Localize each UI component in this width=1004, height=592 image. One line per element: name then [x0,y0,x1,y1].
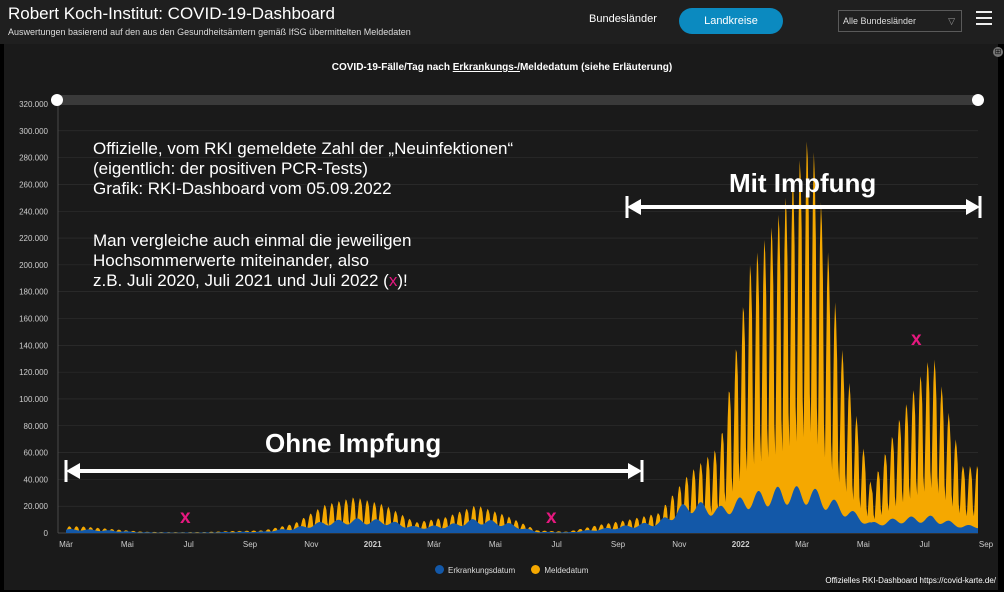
y-tick-label: 60.000 [24,449,49,458]
legend-item-reporting[interactable]: Meldedatum [531,565,588,575]
y-tick-label: 280.000 [19,154,48,163]
y-tick-label: 40.000 [24,475,49,484]
expand-icon[interactable]: ⊞ [993,47,1003,57]
annotation-line-6-pre: z.B. Juli 2020, Juli 2021 und Juli 2022 … [93,271,389,290]
x-tick-label: Jul [184,540,194,549]
x-tick-label: Mär [795,540,809,549]
annotation-line-6: z.B. Juli 2020, Juli 2021 und Juli 2022 … [93,271,408,291]
x-tick-label: Sep [611,540,626,549]
y-tick-label: 320.000 [19,100,48,109]
x-tick-label: Mai [489,540,502,549]
area-layer [66,141,978,534]
meldedatum-area [66,141,978,534]
with-vaccination-arrow [625,196,982,218]
x-tick-label: Sep [243,540,258,549]
range-slider [51,94,984,106]
chart-title: COVID-19-Fälle/Tag nach Erkrankungs-/Mel… [0,62,1004,73]
tab-states[interactable]: Bundesländer [589,13,657,25]
inline-x-mark: x [388,271,398,290]
arrow-head-right [966,199,980,215]
legend-dot-reporting [531,565,541,574]
annotation-line-6-post: )! [397,271,408,290]
x-tick-label: Nov [672,540,686,549]
legend-item-onset[interactable]: Erkrankungsdatum [435,565,515,575]
app-header: Robert Koch-Institut: COVID-19-Dashboard… [0,0,1004,44]
legend-dot-onset [435,565,444,574]
without-vaccination-label: Ohne Impfung [265,428,442,458]
x-tick-label: Mär [59,540,73,549]
y-tick-label: 80.000 [24,422,49,431]
app-subtitle: Auswertungen basierend auf den aus den G… [8,27,411,37]
chart-title-prefix: COVID-19-Fälle/Tag nach [331,62,453,73]
y-tick-label: 160.000 [19,315,48,324]
arrow-head-left [66,463,80,479]
y-tick-label: 180.000 [19,288,48,297]
annotation-line-4: Man vergleiche auch einmal die jeweilige… [93,231,412,250]
menu-icon[interactable] [976,11,992,25]
arrow-layer [64,196,982,482]
region-select[interactable]: Alle Bundesländer ▽ [838,10,962,32]
annotation-line-2: (eigentlich: der positiven PCR-Tests) [93,159,368,178]
x-tick-label: Sep [979,540,994,549]
source-credit: Offizielles RKI-Dashboard https://covid-… [825,576,996,585]
chevron-down-icon: ▽ [948,16,955,26]
tab-districts[interactable]: Landkreise [679,8,783,34]
without-vaccination-arrow [64,460,644,482]
x-tick-label: 2021 [364,540,382,549]
chart-title-link[interactable]: Erkrankungs-/ [452,62,520,73]
x-tick-label: Mär [427,540,441,549]
y-tick-label: 20.000 [24,502,49,511]
y-tick-label: 260.000 [19,180,48,189]
with-vaccination-label: Mit Impfung [729,168,877,198]
x-tick-label: Nov [304,540,318,549]
annotation-line-5: Hochsommerwerte miteinander, also [93,251,369,270]
x-mark-july-2022: x [911,329,922,350]
x-tick-label: Mai [857,540,870,549]
y-tick-label: 140.000 [19,341,48,350]
annotation-line-3: Grafik: RKI-Dashboard vom 05.09.2022 [93,179,392,198]
y-tick-label: 240.000 [19,207,48,216]
chart-title-suffix: Meldedatum (siehe Erläuterung) [519,62,673,73]
slider-handle-left[interactable] [51,94,63,106]
app-title: Robert Koch-Institut: COVID-19-Dashboard [8,4,335,23]
slider-track [56,95,980,105]
y-tick-label: 0 [44,529,49,538]
y-tick-label: 220.000 [19,234,48,243]
y-tick-label: 200.000 [19,261,48,270]
annotation-line-1: Offizielle, vom RKI gemeldete Zahl der „… [93,139,514,158]
arrow-head-right [628,463,642,479]
legend-label-onset: Erkrankungsdatum [448,566,516,575]
y-tick-label: 120.000 [19,368,48,377]
x-tick-label: Mai [121,540,134,549]
y-tick-label: 100.000 [19,395,48,404]
x-tick-label: 2022 [732,540,750,549]
arrow-head-left [627,199,641,215]
chart-legend: Erkrankungsdatum Meldedatum [435,565,602,575]
x-mark-july-2021: x [546,507,557,528]
region-select-value: Alle Bundesländer [843,16,917,26]
legend-label-reporting: Meldedatum [544,566,589,575]
y-tick-label: 300.000 [19,127,48,136]
erkrankungsdatum-area [66,486,978,533]
slider-handle-right[interactable] [972,94,984,106]
x-tick-label: Jul [552,540,562,549]
x-mark-july-2020: x [180,507,191,528]
x-tick-label: Jul [920,540,930,549]
